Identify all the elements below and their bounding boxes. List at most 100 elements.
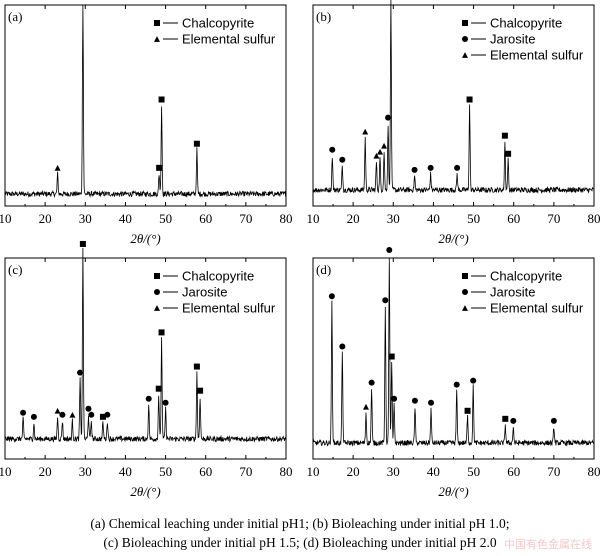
peak-marker-chalcopyrite (158, 329, 165, 336)
panel-label: (b) (316, 9, 331, 24)
peak-marker-chalcopyrite (99, 413, 106, 420)
peak-marker-chalcopyrite (502, 415, 509, 422)
legend-text: Elemental sulfur (490, 48, 584, 63)
x-tick-label: 70 (547, 211, 560, 226)
peak-marker-jarosite (339, 156, 346, 163)
peak-marker-elemental-sulfur (381, 142, 388, 149)
peak-marker-jarosite (411, 397, 418, 404)
x-tick-label: 40 (427, 211, 440, 226)
x-axis-label: 2θ/(°) (438, 231, 468, 246)
peak-marker-jarosite (77, 369, 84, 376)
peak-marker-jarosite (329, 146, 336, 153)
peak-marker-jarosite (328, 293, 335, 300)
peak-marker-elemental-sulfur (373, 152, 380, 159)
peak-marker-chalcopyrite (158, 96, 165, 103)
peak-marker-chalcopyrite (466, 96, 473, 103)
legend-text: Chalcopyrite (182, 269, 254, 284)
peak-marker-jarosite (454, 164, 461, 171)
caption-line-1: (a) Chemical leaching under initial pH1;… (90, 516, 510, 531)
x-tick-label: 60 (507, 211, 520, 226)
peak-marker-chalcopyrite (155, 385, 162, 392)
plot-frame (312, 4, 595, 207)
peak-marker-jarosite (20, 409, 27, 416)
peak-marker-jarosite (85, 405, 92, 412)
legend-marker-triangle (462, 305, 468, 311)
legend-text: Jarosite (182, 285, 228, 300)
panel-c: 10 20 30 40 50 60 70 80 2θ/(°) (c) ChalcopyriteJar… (0, 240, 293, 499)
peak-marker-jarosite (453, 381, 460, 388)
peak-marker-jarosite (391, 395, 398, 402)
peak-marker-chalcopyrite (156, 164, 163, 171)
legend-text: Elemental sulfur (182, 32, 276, 47)
xrd-pattern-line (312, 0, 595, 194)
x-tick-label: 40 (119, 211, 132, 226)
plot-frame (312, 257, 595, 460)
peak-marker-elemental-sulfur (54, 407, 61, 414)
legend-text: Chalcopyrite (490, 16, 562, 31)
x-axis-label: 2θ/(°) (130, 484, 160, 499)
legend-text: Chalcopyrite (182, 16, 254, 31)
peak-marker-chalcopyrite (388, 353, 395, 360)
peak-marker-elemental-sulfur (69, 411, 76, 418)
x-tick-label: 40 (119, 464, 132, 479)
x-tick-label: 80 (588, 211, 600, 226)
x-tick-label: 70 (239, 211, 252, 226)
peak-marker-jarosite (88, 411, 95, 418)
panel-b: 10 20 30 40 50 60 70 80 2θ/(°) (b) ChalcopyriteJar… (307, 0, 600, 246)
legend-marker-square (462, 20, 468, 26)
legend-marker-square (154, 273, 160, 279)
peak-marker-jarosite (386, 246, 393, 253)
legend-text: Jarosite (490, 32, 536, 47)
panel-a: 10 20 30 40 50 60 70 80 2θ/(°) (a) ChalcopyriteEle… (0, 4, 293, 246)
peak-marker-elemental-sulfur (362, 403, 369, 410)
peak-marker-chalcopyrite (505, 150, 512, 157)
peak-marker-jarosite (411, 166, 418, 173)
peak-marker-chalcopyrite (464, 407, 471, 414)
peak-marker-jarosite (30, 413, 37, 420)
x-tick-label: 10 (0, 211, 12, 226)
peak-marker-chalcopyrite (193, 363, 200, 370)
x-tick-label: 20 (347, 211, 360, 226)
legend-marker-triangle (154, 305, 160, 311)
legend-marker-triangle (154, 36, 160, 42)
watermark: 中国有色金属在线 (504, 538, 592, 551)
legend-text: Jarosite (490, 285, 536, 300)
peak-marker-jarosite (428, 399, 435, 406)
xrd-pattern-line (312, 257, 595, 447)
legend-marker-triangle (462, 52, 468, 58)
caption-line-2: (c) Bioleaching under initial pH 1.5; (d… (103, 535, 497, 550)
peak-marker-jarosite (162, 399, 169, 406)
peak-marker-chalcopyrite (79, 240, 86, 247)
legend-marker-circle (154, 289, 160, 295)
panel-label: (d) (316, 262, 331, 277)
x-tick-label: 60 (507, 464, 520, 479)
peak-marker-chalcopyrite (193, 140, 200, 147)
x-axis-label: 2θ/(°) (438, 484, 468, 499)
peak-marker-jarosite (59, 411, 66, 418)
x-tick-label: 30 (387, 464, 400, 479)
peak-marker-jarosite (510, 417, 517, 424)
x-tick-label: 70 (547, 464, 560, 479)
x-tick-label: 80 (588, 464, 600, 479)
x-tick-label: 50 (159, 464, 172, 479)
x-tick-label: 60 (199, 464, 212, 479)
x-tick-label: 30 (79, 211, 92, 226)
peak-marker-jarosite (339, 343, 346, 350)
x-tick-label: 10 (307, 211, 320, 226)
xrd-pattern-line (4, 247, 287, 443)
peak-marker-elemental-sulfur (377, 148, 384, 155)
peak-marker-jarosite (145, 395, 152, 402)
legend-marker-circle (462, 36, 468, 42)
x-tick-label: 60 (199, 211, 212, 226)
peak-marker-chalcopyrite (501, 132, 508, 139)
peak-marker-jarosite (104, 411, 111, 418)
xrd-pattern-line (4, 4, 286, 198)
x-tick-label: 10 (0, 464, 12, 479)
peak-marker-jarosite (382, 297, 389, 304)
peak-marker-elemental-sulfur (362, 128, 369, 135)
x-axis-label: 2θ/(°) (130, 231, 160, 246)
peak-marker-elemental-sulfur (54, 164, 61, 171)
plot-frame (4, 257, 287, 460)
peak-marker-jarosite (368, 379, 375, 386)
